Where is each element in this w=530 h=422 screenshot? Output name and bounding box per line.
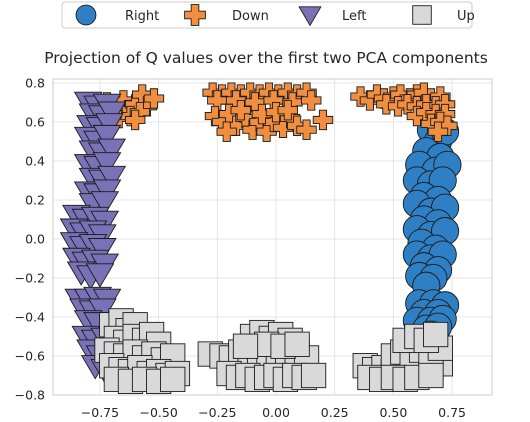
y-tick-label: −0.8 [15,388,45,403]
x-tick-label: −0.50 [139,405,177,420]
x-tick-label: −0.75 [81,405,119,420]
x-tick-label: 0.25 [321,405,349,420]
legend-marker-up [412,5,432,25]
data-point [251,103,273,125]
data-point [296,119,317,140]
data-point [85,263,115,288]
y-tick-label: 0.2 [25,192,45,207]
data-point [92,152,122,177]
plot-frame [52,78,493,396]
data-point [423,321,449,348]
data-point [143,88,165,109]
series-left [59,91,127,384]
data-point [232,333,259,359]
data-point [300,362,327,389]
legend: Right Down Left Up [61,1,475,29]
data-point [312,109,334,131]
legend-frame [61,1,473,29]
y-tick-label: 0.6 [25,114,45,129]
data-point [427,121,449,142]
x-axis-ticks: −0.75 −0.50 −0.25 0.00 0.25 0.50 0.75 [81,405,466,420]
data-point [301,90,322,111]
data-point [230,100,252,121]
data-point [376,94,397,115]
y-axis-ticks: −0.8 −0.6 −0.4 −0.2 0.0 0.2 0.4 0.6 0.8 [15,75,45,402]
data-point [216,121,237,142]
legend-marker-right [75,4,97,26]
chart-title: Projection of Q values over the first tw… [44,49,488,67]
data-marks [59,82,462,394]
series-up [94,308,453,394]
legend-marker-down [184,4,206,26]
legend-label-right: Right [125,9,159,24]
legend-label-up: Up [457,9,475,24]
data-point [92,124,122,150]
x-tick-label: 0.50 [379,405,407,420]
y-tick-label: 0.8 [25,75,45,90]
y-tick-label: −0.2 [15,270,45,285]
x-tick-label: 0.00 [262,405,290,420]
y-tick-label: 0.0 [25,231,45,246]
legend-label-left: Left [342,9,366,24]
y-tick-label: 0.4 [25,153,45,168]
data-point [418,362,444,389]
data-point [90,191,120,216]
data-point [124,109,146,131]
x-tick-label: 0.75 [438,405,466,420]
x-tick-label: −0.25 [198,405,236,420]
legend-label-down: Down [232,9,269,24]
y-tick-label: −0.6 [15,348,45,363]
y-tick-label: −0.4 [15,309,45,324]
data-point [277,100,298,121]
legend-marker-left [298,6,322,27]
data-point [97,165,127,191]
data-point [284,331,310,357]
data-point [97,138,127,164]
data-point [160,366,186,393]
